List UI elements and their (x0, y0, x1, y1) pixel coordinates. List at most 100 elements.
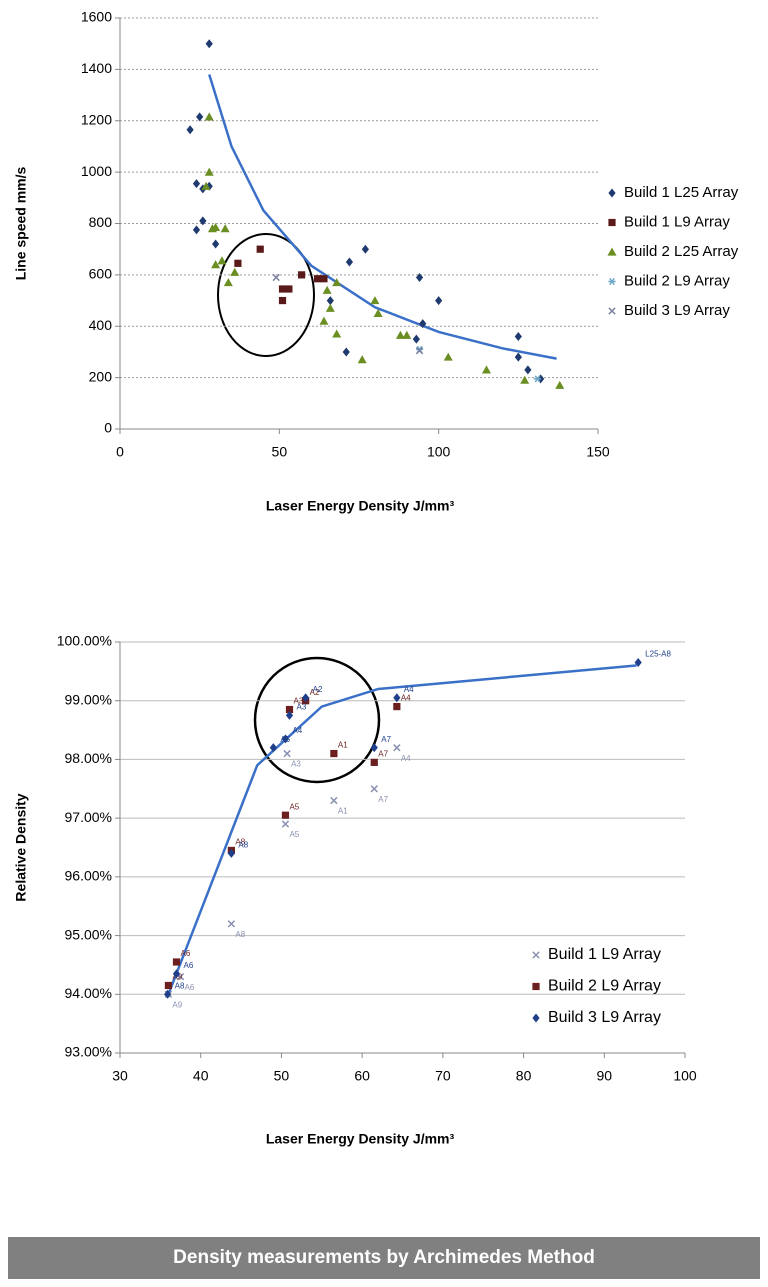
point (192, 225, 201, 235)
point (278, 296, 287, 305)
y-tick-label: 94.00% (65, 985, 112, 1001)
point (281, 811, 290, 819)
point-label: A2 (313, 685, 323, 694)
point (514, 332, 522, 342)
x-tick-label: 100 (673, 1068, 697, 1084)
point (415, 346, 424, 355)
point (227, 920, 236, 928)
legend-label: Build 3 L9 Array (624, 302, 730, 319)
point (217, 256, 227, 265)
point (481, 365, 491, 374)
point (278, 285, 287, 293)
point (164, 989, 172, 999)
legend-label: Build 2 L25 Array (624, 243, 739, 260)
point-label: A3 (297, 703, 307, 712)
y-tick-label: 1400 (81, 60, 112, 76)
point (607, 247, 617, 256)
point (269, 743, 277, 753)
y-tick-label: 0 (104, 420, 112, 436)
point (634, 658, 642, 668)
legend-label: Build 1 L9 Array (624, 213, 730, 230)
point (393, 693, 401, 703)
point (211, 260, 221, 269)
point (345, 257, 354, 267)
y-axis-title: Line speed mm/s (13, 166, 29, 280)
point (302, 693, 310, 703)
point (514, 352, 522, 362)
point (395, 330, 405, 339)
caption-bar (8, 1237, 760, 1279)
point (223, 278, 233, 287)
x-tick-label: 70 (435, 1068, 451, 1084)
point (199, 216, 207, 226)
y-tick-label: 98.00% (65, 750, 112, 766)
point (415, 272, 424, 282)
x-axis-title: Laser Energy Density J/mm³ (266, 498, 455, 514)
point (533, 375, 542, 383)
point-label: A9 (172, 1000, 182, 1009)
point (419, 319, 427, 329)
trendline (167, 664, 637, 995)
point (332, 329, 342, 338)
point-label: A6 (181, 949, 191, 958)
highlight-circle (217, 233, 315, 357)
point (172, 969, 181, 979)
point (204, 167, 214, 176)
point (220, 224, 230, 233)
highlight-circle (253, 656, 381, 784)
point-label: A4 (401, 754, 411, 763)
point-label: A9 (172, 973, 182, 982)
point-label: A8 (175, 981, 185, 990)
point (227, 848, 235, 858)
y-tick-label: 95.00% (65, 926, 112, 942)
y-axis-title: Relative Density (13, 793, 29, 901)
point (332, 278, 342, 287)
point (204, 112, 214, 121)
point (281, 820, 290, 828)
point (373, 308, 383, 318)
point-label: A4 (404, 685, 414, 694)
point (608, 307, 616, 315)
point-label: A5 (289, 830, 299, 839)
point (285, 705, 294, 714)
point (608, 188, 616, 198)
point (435, 296, 443, 306)
point (212, 239, 220, 249)
point-label: A3 (291, 760, 301, 769)
point (520, 375, 530, 384)
point (532, 982, 540, 991)
point (330, 796, 338, 805)
y-tick-label: 1000 (81, 163, 112, 179)
y-tick-label: 200 (89, 368, 113, 384)
point (342, 347, 350, 357)
point (412, 334, 420, 344)
point (361, 244, 369, 254)
y-tick-label: 1200 (81, 111, 112, 127)
point (326, 296, 334, 306)
point (205, 39, 213, 49)
point-label: A1 (338, 741, 348, 750)
point (272, 273, 280, 282)
x-tick-label: 50 (272, 444, 288, 460)
y-tick-label: 93.00% (65, 1044, 112, 1060)
point (370, 743, 378, 753)
x-tick-label: 0 (116, 444, 124, 460)
point-label: A6 (184, 961, 194, 970)
point-label: A8 (235, 838, 245, 847)
y-tick-label: 97.00% (65, 809, 112, 825)
point (192, 179, 201, 189)
point (393, 702, 401, 711)
x-tick-label: 50 (274, 1068, 290, 1084)
point-label: A4 (292, 726, 302, 735)
point (313, 275, 322, 283)
point (186, 125, 194, 135)
point (330, 749, 338, 758)
point (196, 112, 204, 122)
y-tick-label: 96.00% (65, 868, 112, 884)
point (319, 316, 329, 325)
y-tick-label: 99.00% (65, 691, 112, 707)
point (285, 710, 294, 720)
y-tick-label: 400 (89, 317, 113, 333)
